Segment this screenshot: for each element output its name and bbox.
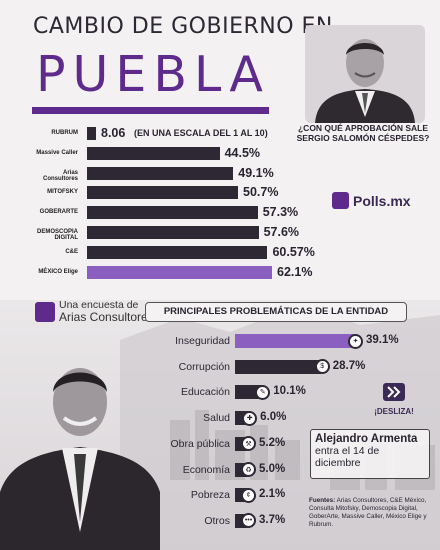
problem-value: 6.0% <box>260 411 287 424</box>
problem-label: Economía <box>182 463 230 476</box>
problem-label: Inseguridad <box>175 335 230 347</box>
approval-question: ¿CON QUÉ APROBACIÓN SALE SERGIO SALOMÓN … <box>296 123 430 143</box>
sources: Fuentes: Arias Consultores, C&E México, … <box>309 497 437 529</box>
pollster-label: DEMOSCOPIA DIGITAL <box>36 229 78 241</box>
graduation-cap-icon: ✎ <box>255 384 271 400</box>
pollster-label: C&E <box>65 248 78 255</box>
survey-line2: Arias Consultores <box>59 310 154 324</box>
problem-value: 28.7% <box>332 359 366 372</box>
armenta-name: Alejandro Armenta <box>315 433 418 445</box>
pollster-label: MÉXICO Elige <box>38 268 78 275</box>
pollster-label: RUBRUM <box>51 130 78 136</box>
money-cycle-icon: ♻ <box>241 462 256 477</box>
title-top: CAMBIO DE GOBIERNO EN <box>33 14 333 39</box>
approval-bar <box>87 186 239 200</box>
problem-label: Salud <box>203 412 230 425</box>
chart-logo-icon <box>332 192 349 209</box>
problems-title: PRINCIPALES PROBLEMÁTICAS DE LA ENTIDAD <box>145 302 407 322</box>
pollster-label: Massive Caller <box>36 149 78 156</box>
approval-bar <box>87 226 259 239</box>
money-bag-icon: $ <box>314 359 330 375</box>
problem-bar <box>235 359 327 374</box>
approval-value: 8.06 <box>101 126 126 140</box>
polls-logo-text: Polls.mx <box>353 192 411 209</box>
approval-bar <box>87 146 220 160</box>
sources-label: Fuentes: <box>309 497 336 504</box>
scale-note: (EN UNA ESCALA DEL 1 AL 10) <box>134 128 268 138</box>
swipe-label: ¡DESLIZA! <box>374 407 414 416</box>
approval-value: 60.57% <box>272 244 315 259</box>
problem-label: Otros <box>204 514 230 527</box>
problem-label: Educación <box>180 386 230 399</box>
approval-bar <box>87 206 258 220</box>
armenta-line3: diciembre <box>315 457 361 469</box>
armenta-callout: Alejandro Armenta entra el 14 de diciemb… <box>310 429 430 479</box>
problem-value: 39.1% <box>366 334 399 346</box>
approval-bar <box>87 245 268 259</box>
armenta-line2: entra el 14 de <box>315 445 380 457</box>
sources-text: Arias Consultores, C&E México, Consulta … <box>309 497 427 528</box>
problem-value: 10.1% <box>273 385 306 398</box>
pollster-label: GOBERARTE <box>39 209 78 216</box>
gun-icon: ✦ <box>348 333 363 349</box>
medical-cross-icon: ✚ <box>242 410 258 426</box>
problem-value: 5.0% <box>259 462 286 475</box>
problem-bar <box>235 334 360 348</box>
polls-logo: Polls.mx <box>332 192 411 209</box>
approval-value: 44.5% <box>224 145 261 160</box>
arias-logo-icon <box>35 301 55 322</box>
approval-value: 57.3% <box>262 205 299 220</box>
problem-value: 3.7% <box>259 513 286 526</box>
ellipsis-icon: ••• <box>241 513 256 529</box>
problem-value: 2.1% <box>259 488 286 501</box>
portrait-sergio-salomon <box>305 25 425 123</box>
pollster-label: MITOFSKY <box>47 189 78 196</box>
approval-bar <box>87 127 96 140</box>
problem-label: Pobreza <box>190 489 230 502</box>
problem-label: Obra pública <box>170 437 230 450</box>
double-arrow-icon <box>383 383 405 401</box>
approval-bar <box>87 166 234 180</box>
swipe-indicator[interactable]: ¡DESLIZA! <box>374 383 414 416</box>
approval-value: 57.6% <box>263 225 300 239</box>
title-underline <box>32 107 269 114</box>
arias-consultores-logo: Una encuesta de Arias Consultores <box>35 300 154 323</box>
problem-label: Corrupción <box>178 360 230 373</box>
pollster-label: Arias Consultores <box>42 169 78 182</box>
approval-bar <box>87 265 272 279</box>
title-puebla: PUEBLA <box>36 46 270 103</box>
approval-value: 62.1% <box>277 264 313 279</box>
problem-value: 5.2% <box>259 436 286 449</box>
survey-line1: Una encuesta de <box>59 299 139 311</box>
approval-value: 50.7% <box>243 185 279 200</box>
coins-icon: ¢ <box>241 487 256 503</box>
approval-value: 49.1% <box>238 165 274 180</box>
portrait-alejandro-armenta <box>0 342 160 550</box>
construction-worker-icon: ⚒ <box>241 436 256 452</box>
